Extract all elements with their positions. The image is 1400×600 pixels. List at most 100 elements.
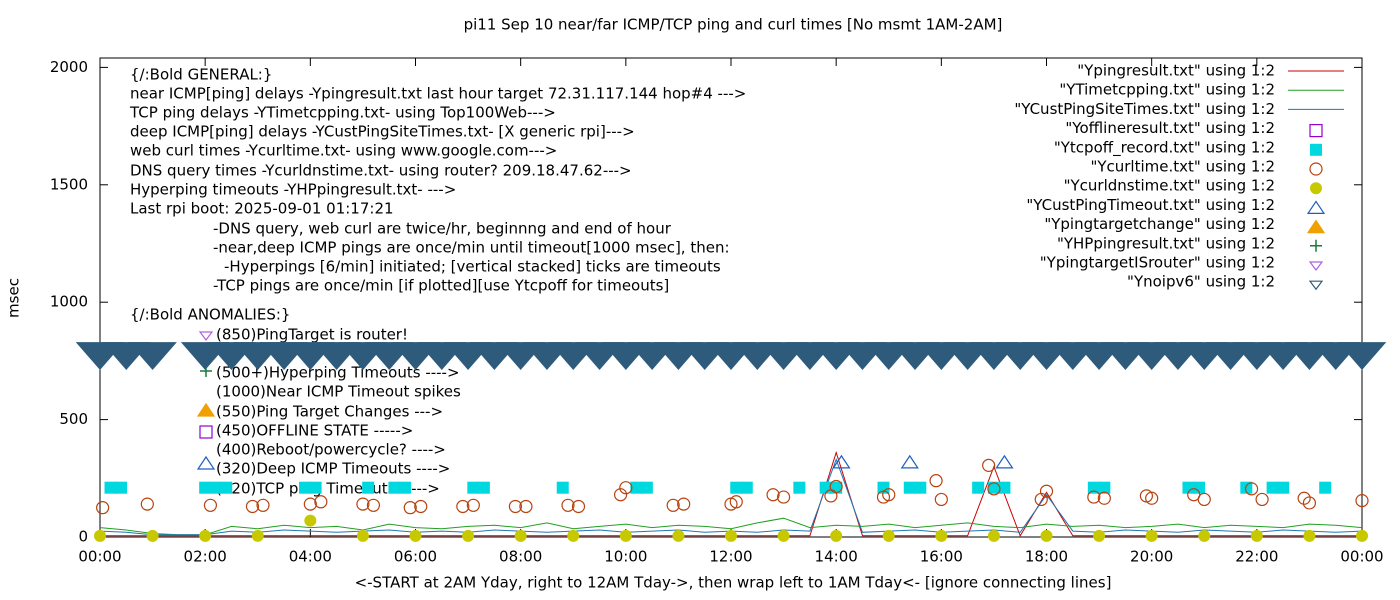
marker (982, 458, 996, 472)
marker (733, 342, 782, 370)
annotation: (550)Ping Target Changes ---> (216, 403, 443, 421)
x-tick-label: 12:00 (709, 548, 752, 566)
marker (654, 342, 703, 370)
marker (903, 481, 916, 494)
marker (1285, 342, 1334, 370)
x-tick-label: 02:00 (184, 548, 227, 566)
marker (259, 342, 309, 370)
annotation: web curl times -Ycurltime.txt- using www… (130, 142, 557, 160)
marker (972, 481, 985, 494)
marker (245, 499, 260, 514)
marker (640, 481, 653, 494)
marker (1179, 342, 1229, 370)
marker (943, 342, 992, 370)
annotation: (850)PingTarget is router! (216, 326, 408, 344)
x-tick-label: 22:00 (1235, 548, 1278, 566)
marker (575, 342, 624, 370)
marker (1022, 342, 1071, 370)
marker (601, 342, 651, 370)
marker (987, 482, 1001, 496)
legend-label: "YpingtargetISrouter" using 1:2 (1040, 254, 1275, 272)
marker (1097, 491, 1111, 505)
marker (914, 481, 927, 494)
y-tick-label: 0 (78, 528, 88, 546)
marker (630, 481, 643, 494)
marker (759, 342, 808, 370)
marker (1355, 494, 1369, 508)
series-line (99, 517, 1363, 536)
marker (730, 481, 743, 494)
marker (233, 342, 283, 370)
marker (1101, 342, 1150, 370)
legend-label: "Ynoipv6" using 1:2 (1127, 273, 1275, 291)
marker (1098, 481, 1111, 494)
marker (777, 529, 790, 542)
marker (312, 342, 361, 370)
marker (514, 529, 527, 542)
marker (366, 498, 381, 512)
marker (470, 342, 519, 370)
x-tick-label: 06:00 (394, 548, 437, 566)
marker (619, 529, 632, 542)
annotation: near ICMP[ping] delays -Ypingresult.txt … (130, 85, 746, 103)
marker (496, 342, 545, 370)
annotation: (450)OFFLINE STATE -----> (216, 422, 413, 440)
marker (180, 342, 230, 370)
legend-label: "Ypingtargetchange" using 1:2 (1044, 215, 1275, 233)
annotation: (500+)Hyperping Timeouts ----> (216, 364, 460, 382)
marker (398, 481, 411, 494)
y-tick-label: 2000 (50, 58, 88, 76)
marker (104, 481, 117, 494)
marker (1206, 342, 1255, 370)
x-tick-label: 08:00 (499, 548, 542, 566)
marker (220, 481, 233, 494)
marker (882, 529, 895, 542)
marker (1277, 481, 1290, 494)
marker (1048, 342, 1098, 370)
marker (1244, 482, 1259, 496)
x-tick-label: 00:00 (78, 548, 121, 566)
annotation: (1000)Near ICMP Timeout spikes (216, 383, 461, 401)
y-tick-label: 1500 (50, 175, 88, 193)
marker (391, 342, 440, 370)
marker (102, 342, 151, 370)
marker (1310, 182, 1322, 195)
x-tick-label: 04:00 (289, 548, 332, 566)
marker (740, 481, 753, 494)
marker (830, 481, 843, 494)
marker (522, 342, 572, 370)
marker (198, 331, 214, 341)
marker (1040, 529, 1053, 542)
marker (199, 481, 212, 494)
marker (1302, 496, 1317, 510)
marker (811, 342, 861, 370)
legend-label: "YTimetcpping.txt" using 1:2 (1059, 81, 1275, 99)
marker (725, 529, 737, 542)
marker (830, 529, 843, 542)
marker (998, 481, 1011, 494)
marker (1308, 280, 1324, 291)
annotation: Hyperping timeouts -YHPpingresult.txt- -… (130, 181, 456, 199)
marker (477, 481, 490, 494)
legend-label: "Ycurltime.txt" using 1:2 (1090, 158, 1275, 176)
marker (1232, 342, 1282, 370)
marker (1192, 481, 1205, 494)
marker (1319, 481, 1332, 494)
marker (364, 342, 414, 370)
marker (94, 529, 106, 542)
marker (409, 529, 422, 542)
marker (128, 342, 177, 370)
annotation: {/:Bold ANOMALIES:} (130, 306, 290, 324)
x-tick-label: 14:00 (815, 548, 858, 566)
marker (467, 481, 480, 494)
marker (917, 342, 966, 370)
marker (303, 497, 317, 511)
annotation: -DNS query, web curl are twice/hr, begin… (213, 220, 672, 238)
x-tick-label: 16:00 (920, 548, 963, 566)
legend-label: "YHPpingresult.txt" using 1:2 (1057, 234, 1275, 252)
marker (987, 529, 1000, 542)
marker (196, 455, 216, 470)
marker (203, 498, 218, 512)
marker (362, 481, 375, 494)
